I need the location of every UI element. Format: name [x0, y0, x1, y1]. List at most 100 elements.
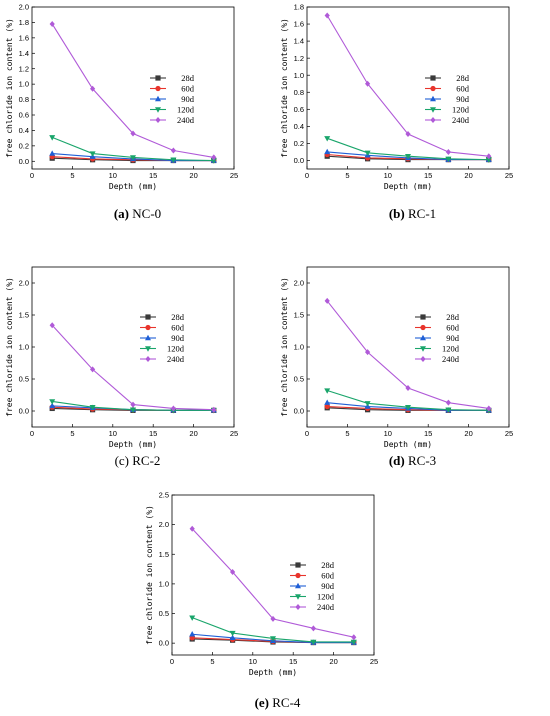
data-point — [486, 405, 492, 412]
legend-marker — [430, 75, 436, 81]
legend-marker — [155, 95, 161, 102]
y-tick-label: 2.0 — [19, 279, 29, 288]
caption-tag: (c) — [114, 453, 129, 468]
x-axis-label: Depth (mm) — [384, 440, 432, 449]
caption-tag: (d) — [388, 453, 405, 468]
legend-marker — [155, 75, 161, 81]
data-point — [324, 388, 331, 394]
legend-marker — [430, 117, 436, 123]
x-tick-label: 15 — [289, 657, 297, 666]
data-point — [90, 366, 96, 373]
data-point — [486, 153, 492, 160]
legend-marker — [145, 334, 151, 341]
y-tick-label: 0.8 — [294, 88, 304, 97]
data-point — [189, 615, 196, 621]
y-tick-label: 1.2 — [294, 54, 304, 63]
legend-label: 120d — [452, 105, 470, 115]
x-tick-label: 5 — [70, 429, 74, 438]
legend-label: 28d — [456, 73, 470, 83]
data-point — [49, 322, 55, 329]
plot-frame — [31, 6, 235, 170]
y-tick-label: 1.4 — [294, 37, 304, 46]
y-tick-label: 2.0 — [294, 279, 304, 288]
chart-panel-nc0: 0 5 10 15 20 25 0.0 0.2 0.4 0.6 0.8 1.0 1.2 1.4 1.6 1.8… — [0, 0, 275, 240]
chart-svg: 0 5 10 15 20 25 0.0 0.5 1.0 1.5 2.0 Depth (mm) free … — [280, 266, 513, 449]
legend-marker — [420, 346, 426, 352]
series-120d — [324, 388, 492, 414]
x-tick-label: 0 — [30, 171, 34, 180]
data-point — [351, 634, 357, 641]
data-point — [211, 406, 217, 413]
y-tick-label: 0.8 — [19, 95, 29, 104]
x-tick-label: 0 — [305, 171, 309, 180]
data-point — [189, 525, 195, 532]
x-tick-label: 25 — [230, 171, 238, 180]
data-point — [405, 404, 411, 411]
x-tick-label: 0 — [170, 657, 174, 666]
data-point — [170, 405, 176, 412]
legend-marker — [430, 95, 436, 102]
data-point — [324, 148, 331, 155]
y-tick-label: 2.0 — [19, 3, 29, 12]
legend-marker — [420, 324, 426, 331]
data-point — [324, 403, 330, 410]
data-point — [445, 148, 451, 155]
caption-name: RC-3 — [407, 453, 437, 468]
y-tick-label: 1.0 — [19, 80, 29, 89]
x-axis-label: Depth (mm) — [249, 668, 297, 677]
caption-name: RC-4 — [272, 695, 301, 710]
legend-marker — [420, 356, 426, 362]
data-point — [49, 20, 55, 27]
y-tick-label: 1.5 — [294, 311, 304, 320]
legend-marker — [295, 594, 301, 600]
y-tick-label: 1.0 — [294, 343, 304, 352]
caption-rc3: (d) RC-3 — [275, 453, 550, 469]
legend-marker — [145, 356, 151, 362]
x-tick-label: 10 — [109, 171, 117, 180]
plot-frame — [306, 6, 510, 170]
legend-label: 120d — [442, 344, 460, 354]
chart-panel-rc4: 0 5 10 15 20 25 0.0 0.5 1.0 1.5 2.0 2.5 Depth (mm) fr… — [140, 480, 415, 716]
legend-marker — [145, 324, 151, 331]
series-240d — [49, 322, 217, 413]
data-point — [445, 407, 452, 413]
data-point — [310, 625, 316, 632]
x-axis-label: Depth (mm) — [109, 182, 157, 191]
legend-marker — [430, 85, 436, 92]
data-point — [485, 157, 492, 163]
y-tick-label: 0.5 — [19, 375, 29, 384]
data-point — [130, 130, 136, 137]
legend-label: 90d — [456, 94, 470, 104]
chart-svg: 0 5 10 15 20 25 0.0 0.5 1.0 1.5 2.0 2.5 Depth (mm) fr… — [145, 491, 378, 677]
x-tick-label: 0 — [30, 429, 34, 438]
legend-marker — [430, 107, 436, 113]
x-tick-label: 20 — [464, 171, 472, 180]
legend-label: 60d — [171, 323, 185, 333]
y-tick-label: 1.6 — [294, 20, 304, 29]
y-tick-label: 0.2 — [19, 141, 29, 150]
data-point — [90, 85, 96, 92]
y-axis-label: free chloride ion content (%) — [280, 18, 289, 158]
legend-label: 28d — [171, 312, 185, 322]
series-240d — [49, 20, 217, 161]
y-axis-label: free chloride ion content (%) — [145, 505, 154, 645]
y-tick-label: 1.8 — [294, 3, 304, 12]
data-point — [130, 401, 136, 408]
y-tick-label: 1.0 — [294, 71, 304, 80]
legend-label: 240d — [442, 354, 460, 364]
legend-marker — [420, 314, 426, 320]
x-tick-label: 5 — [70, 171, 74, 180]
x-tick-label: 10 — [384, 429, 392, 438]
legend-marker — [155, 85, 161, 92]
series-120d — [189, 615, 357, 646]
legend-marker — [295, 562, 301, 568]
data-point — [324, 136, 331, 142]
y-tick-label: 1.0 — [159, 579, 169, 588]
legend-marker — [145, 346, 151, 352]
chart-svg: 0 5 10 15 20 25 0.0 0.5 1.0 1.5 2.0 Depth (mm) free … — [5, 266, 238, 449]
chart-panel-rc3: 0 5 10 15 20 25 0.0 0.5 1.0 1.5 2.0 Depth (mm) free … — [275, 240, 550, 480]
caption-rc1: (b) RC-1 — [275, 206, 550, 222]
plot-frame — [171, 494, 375, 656]
legend-marker — [420, 334, 426, 341]
